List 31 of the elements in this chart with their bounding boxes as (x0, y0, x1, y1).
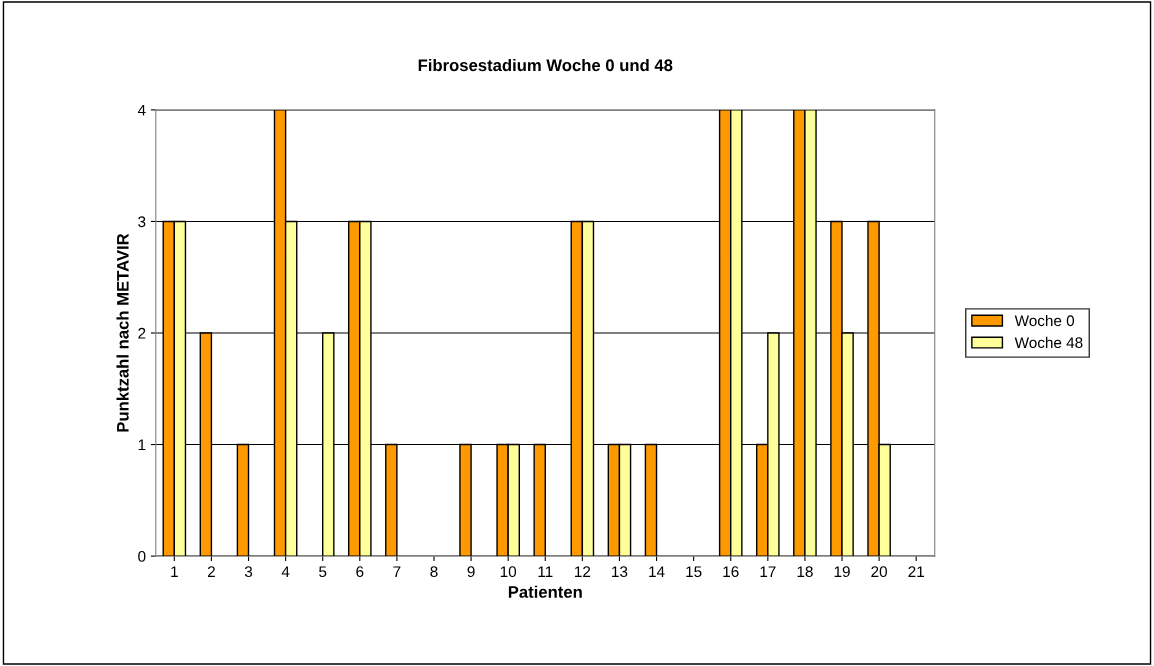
y-tick-label: 2 (138, 327, 146, 339)
x-tick-label: 12 (575, 566, 591, 577)
x-tick-label: 21 (908, 566, 924, 577)
x-tick-label: 2 (207, 566, 215, 577)
y-axis-title: Punktzahl nach METAVIR (116, 233, 129, 432)
y-tick-label: 0 (138, 550, 146, 562)
x-tick-label: 15 (686, 566, 702, 578)
x-tick-label: 5 (319, 566, 327, 578)
legend-label: Woche 0 (1014, 314, 1075, 327)
x-tick-label: 6 (356, 566, 364, 578)
x-tick-label: 10 (500, 566, 517, 578)
x-tick-label: 4 (281, 566, 290, 577)
x-tick-label: 11 (538, 566, 553, 577)
x-tick-label: 13 (612, 566, 628, 578)
x-tick-label: 14 (649, 566, 665, 577)
x-tick-label: 16 (723, 566, 739, 578)
x-tick-label: 3 (244, 566, 253, 578)
y-tick-label: 1 (138, 439, 146, 451)
x-tick-label: 9 (467, 566, 475, 578)
x-tick-label: 8 (430, 566, 438, 578)
chart-title: Fibrosestadium Woche 0 und 48 (418, 58, 673, 72)
x-tick-label: 1 (171, 566, 178, 577)
legend-label: Woche 48 (1014, 336, 1083, 349)
x-tick-label: 19 (834, 566, 850, 578)
x-axis-title: Patienten (508, 585, 582, 598)
x-tick-label: 20 (871, 566, 887, 578)
x-tick-label: 17 (760, 566, 776, 577)
y-tick-label: 4 (137, 104, 146, 116)
x-tick-label: 18 (797, 566, 813, 578)
y-tick-label: 3 (138, 216, 146, 228)
x-tick-label: 7 (393, 566, 401, 577)
